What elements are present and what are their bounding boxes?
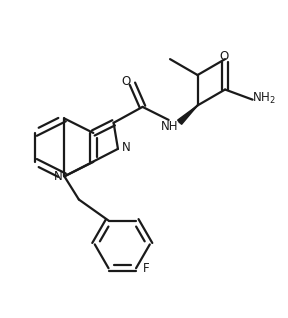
Text: N: N (54, 170, 62, 183)
Text: N: N (122, 141, 130, 154)
Text: O: O (122, 75, 131, 88)
Text: NH: NH (161, 120, 179, 133)
Text: NH$_2$: NH$_2$ (252, 91, 275, 106)
Text: F: F (143, 262, 149, 275)
Text: O: O (219, 50, 228, 63)
Polygon shape (178, 106, 198, 124)
